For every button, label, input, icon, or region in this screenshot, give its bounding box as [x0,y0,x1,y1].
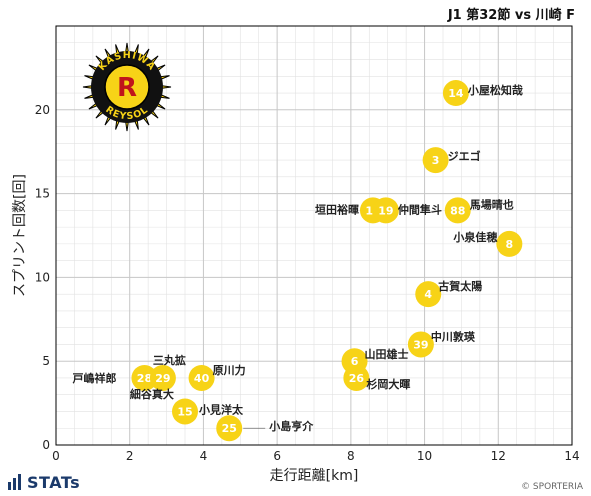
x-tick-label: 8 [347,449,355,463]
data-point-name: 山田雄士 [365,347,409,361]
data-point-name: 杉岡大暉 [366,377,410,391]
data-point-number: 15 [177,405,192,418]
data-point-29 [149,364,176,391]
crest-bottom-text: REYSOL [103,104,150,122]
data-point-number: 8 [506,238,514,251]
data-point-name: 馬場晴也 [470,197,514,211]
data-point-26 [343,364,370,391]
y-tick-label: 15 [35,187,50,201]
chart-marks: 14318198884396262829401525 [131,80,523,442]
data-point-name: 中川敦瑛 [431,329,476,343]
x-tick-label: 6 [273,449,281,463]
stats-brand: STATs [27,472,81,492]
data-point-name: 小見洋太 [198,402,244,416]
y-tick-label: 5 [42,354,50,368]
data-point-number: 29 [155,372,170,385]
data-point-3 [422,147,449,174]
data-point-4 [415,281,442,308]
data-point-number: 19 [378,204,393,217]
data-point-number: 26 [349,372,365,385]
x-tick-label: 12 [491,449,506,463]
plot-frame [55,25,573,446]
chart-axes: 0 2 4 6 8 10 12 14 0 5 10 15 20 走行距離[km] スプリント回数[回] [12,25,580,484]
data-point-number: 39 [413,338,428,351]
data-point-name: ジエゴ [448,149,481,163]
data-point-number: 25 [222,422,237,435]
y-tick-label: 20 [35,103,50,117]
x-tick-label: 10 [417,449,432,463]
data-point-number: 88 [450,204,465,217]
data-point-name: 垣田裕暉 [315,202,359,216]
data-point-39 [407,331,434,358]
data-point-19 [372,197,399,224]
data-point-name: 小島亨介 [268,419,314,433]
data-point-40 [188,364,215,391]
x-tick-label: 2 [126,449,134,463]
x-tick-label: 4 [200,449,208,463]
data-point-name: 小屋松知哉 [467,83,523,97]
data-point-15 [172,398,198,425]
data-point-number: 40 [194,372,210,385]
data-point-name: 戸嶋祥郎 [72,371,116,385]
data-point-number: 14 [448,87,464,100]
copyright: © SPORTERIA [521,482,583,492]
data-point-88 [444,197,471,224]
crest-sun [104,64,150,110]
crest-r-glyph: R [117,73,137,103]
data-point-8 [496,230,523,257]
stats-bars-icon [8,474,21,490]
data-point-name: 仲間隼斗 [398,202,442,216]
data-point-number: 3 [432,154,440,167]
data-point-number: 4 [424,288,432,301]
data-point-14 [442,80,469,107]
y-tick-label: 0 [42,438,50,452]
x-axis-label: 走行距離[km] [270,467,359,484]
annotation-label: 細谷真大 [130,387,174,401]
data-point-name: 三丸拡 [153,353,186,367]
y-axis-label: スプリント回数[回] [12,174,28,297]
data-point-name: 小泉佳穂 [452,230,497,244]
x-tick-label: 14 [564,449,579,463]
data-point-name: 原川力 [213,363,246,377]
data-point-number: 6 [351,355,359,368]
data-point-25 [216,415,243,442]
data-point-number: 28 [137,372,152,385]
y-tick-label: 10 [35,270,50,284]
stats-logo: STATs [8,472,80,492]
chart-title: J1 第32節 vs 川崎 F [447,8,575,23]
x-tick-label: 0 [52,449,60,463]
data-point-name: 古賀太陽 [438,279,482,293]
data-point-28 [131,364,158,391]
